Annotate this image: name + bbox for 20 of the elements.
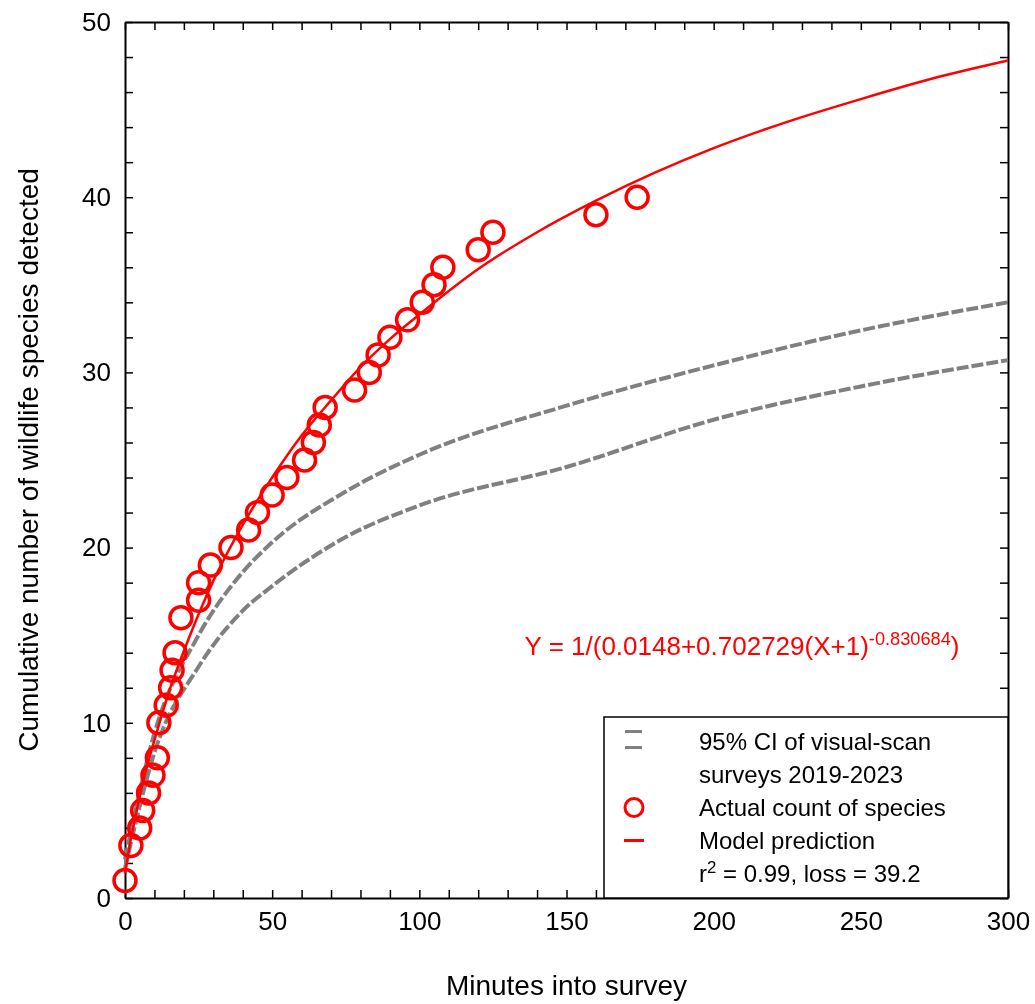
x-tick-label: 50 bbox=[258, 906, 288, 937]
x-tick-label: 100 bbox=[398, 906, 442, 937]
x-tick-label: 0 bbox=[118, 906, 133, 937]
y-tick-label: 50 bbox=[82, 6, 111, 37]
annotation: Y = 1/(0.0148+0.702729(X+1)$^{-0.830684}$) bbox=[524, 629, 960, 661]
y-tick-label: 30 bbox=[82, 357, 111, 388]
y-tick-label: 40 bbox=[82, 182, 111, 213]
x-tick-label: 250 bbox=[839, 906, 884, 937]
y-tick-label: 10 bbox=[82, 707, 111, 738]
annotation: r$^{2}$ = 0.99, loss = 39.2 bbox=[699, 857, 921, 887]
y-tick-label: 0 bbox=[96, 882, 111, 913]
y-tick-label: 20 bbox=[82, 532, 111, 563]
x-tick-label: 150 bbox=[545, 906, 589, 937]
legend-label: Model prediction bbox=[699, 826, 876, 854]
x-axis-title: Minutes into survey bbox=[445, 970, 688, 1001]
y-axis-title: Cumulative number of wildlife species detected bbox=[13, 168, 44, 752]
legend-label: 95% CI of visual-scan surveys 2019-2023 bbox=[699, 727, 932, 788]
legend-label: Actual count of species bbox=[699, 793, 946, 821]
x-tick-label: 200 bbox=[692, 906, 736, 937]
x-tick-label: 300 bbox=[986, 906, 1031, 937]
